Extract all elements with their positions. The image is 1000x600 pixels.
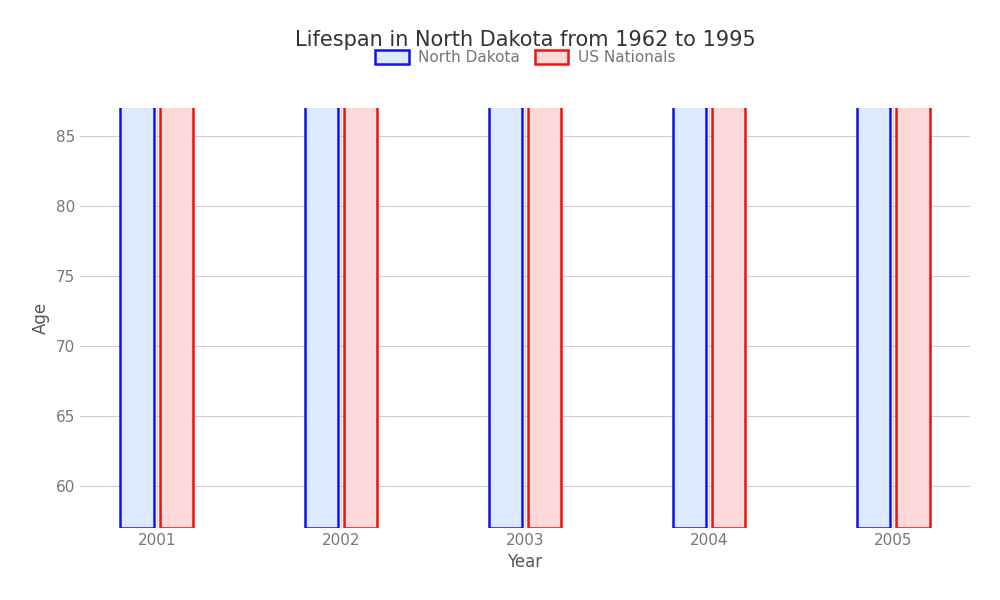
Bar <box>857 0 890 528</box>
Legend: North Dakota, US Nationals: North Dakota, US Nationals <box>369 44 681 71</box>
Bar <box>305 0 338 528</box>
Bar <box>896 0 930 528</box>
Bar <box>344 0 377 528</box>
Bar <box>528 0 561 528</box>
Y-axis label: Age: Age <box>32 302 50 334</box>
Title: Lifespan in North Dakota from 1962 to 1995: Lifespan in North Dakota from 1962 to 19… <box>295 29 755 49</box>
Bar <box>120 0 154 528</box>
Bar <box>712 0 745 528</box>
Bar <box>673 0 706 528</box>
Bar <box>160 0 193 528</box>
X-axis label: Year: Year <box>507 553 543 571</box>
Bar <box>489 0 522 528</box>
